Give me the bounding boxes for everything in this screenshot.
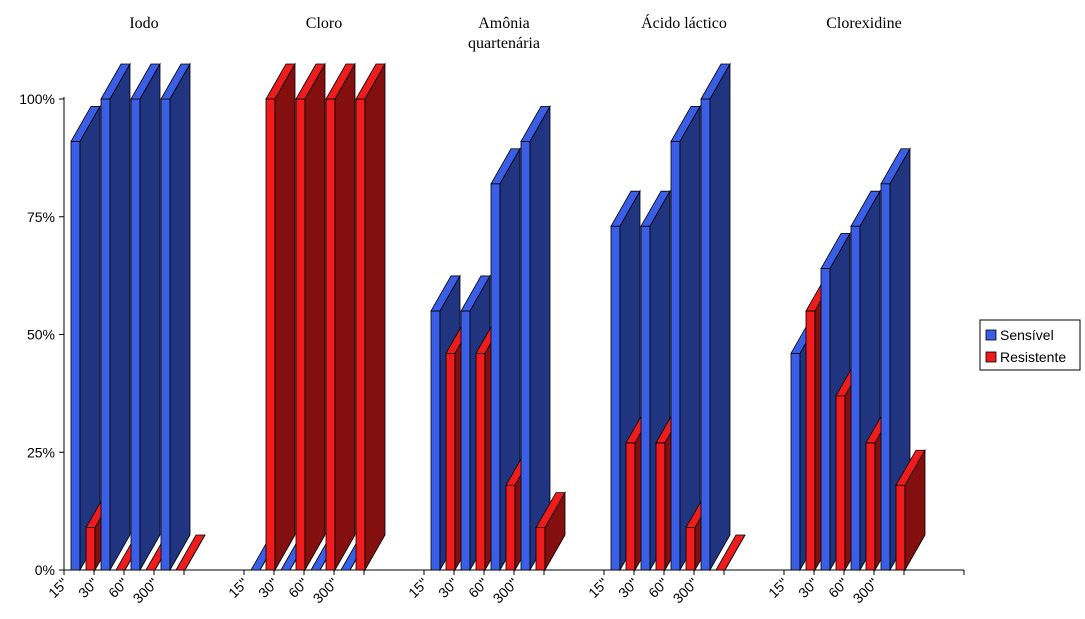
x-tick-label: 300'': [310, 575, 342, 607]
x-tick-label: 15'': [45, 575, 71, 601]
bar-sensivel-front: [520, 140, 531, 571]
bar-sensivel-side: [679, 104, 701, 572]
bar-sensivel-front: [670, 140, 681, 571]
group-title: Clorexidine: [826, 15, 902, 32]
group-title: Cloro: [306, 15, 342, 32]
bars-layer: [70, 62, 926, 572]
bar-resistente-front: [355, 98, 366, 571]
bar-resistente-front: [535, 527, 546, 571]
x-tick-label: 300'': [670, 575, 702, 607]
x-tick-label: 60'': [645, 575, 671, 601]
y-tick-label: 25%: [27, 444, 55, 460]
x-tick-label: 300'': [490, 575, 522, 607]
bar-resistente-front: [895, 484, 906, 571]
bar-resistente-front: [295, 98, 306, 571]
bar-resistente-front: [505, 484, 516, 571]
bar-sensivel-front: [610, 225, 621, 571]
bar-sensivel-front: [820, 268, 831, 571]
bar-resistente-side: [304, 62, 326, 572]
bar-resistente-front: [445, 352, 456, 571]
x-tick-label: 15'': [585, 575, 611, 601]
legend-box: [979, 319, 1081, 371]
bar-resistente-front: [835, 395, 846, 571]
bar-resistente-front: [325, 98, 336, 571]
legend-label: Resistente: [1000, 349, 1066, 365]
bar-resistente-front: [685, 527, 696, 571]
bar-sensivel-front: [880, 183, 891, 571]
bar-sensivel-front: [130, 98, 141, 571]
group-title: Ácido láctico: [641, 13, 727, 32]
x-tick-label: 15'': [225, 575, 251, 601]
bar-resistente-side: [904, 448, 926, 572]
bar-sensivel-front: [640, 225, 651, 571]
x-tick-label: 300'': [850, 575, 882, 607]
bar-resistente-side: [724, 534, 746, 571]
x-tick-label: 15'': [405, 575, 431, 601]
x-tick-label: 15'': [765, 575, 791, 601]
x-tick-label: 60'': [465, 575, 491, 601]
bar-sensivel-side: [529, 104, 551, 572]
legend-swatch: [985, 351, 997, 363]
bar-sensivel-front: [790, 352, 801, 571]
x-tick-label: 30'': [435, 575, 461, 601]
x-tick-label: 30'': [615, 575, 641, 601]
bar-resistente-front: [805, 310, 816, 571]
bar-resistente-side: [274, 62, 296, 572]
bar-resistente-front: [625, 442, 636, 571]
group-title: Iodo: [129, 15, 158, 32]
y-tick-label: 75%: [27, 209, 55, 225]
x-tick-label: 300'': [130, 575, 162, 607]
legend-swatch: [985, 329, 997, 341]
bar-resistente-front: [265, 98, 276, 571]
bar-resistente-front: [655, 442, 666, 571]
bar-resistente-front: [85, 527, 96, 571]
bar-sensivel-side: [139, 62, 161, 572]
group-titles: Iodo Cloro Amônia quartenária Ácido láctico C…: [129, 13, 901, 52]
bar-resistente-side: [364, 62, 386, 572]
legend-label: Sensível: [1000, 327, 1054, 343]
y-tick-label: 100%: [19, 91, 55, 107]
bar-sensivel-front: [700, 98, 711, 571]
x-tick-label: 30'': [255, 575, 281, 601]
bar-resistente-front: [865, 442, 876, 571]
x-tick-label: 60'': [285, 575, 311, 601]
y-tick-label: 0%: [35, 562, 55, 578]
bar-sensivel-front: [70, 140, 81, 571]
group-title: quartenária: [468, 35, 540, 52]
bar-sensivel-side: [169, 62, 191, 572]
bar-sensivel-side: [79, 104, 101, 572]
bar-resistente-side: [544, 491, 566, 572]
bar-resistente-side: [334, 62, 356, 572]
group-title: Amônia: [478, 15, 530, 32]
bar-sensivel-front: [160, 98, 171, 571]
legend: Sensível Resistente: [979, 319, 1081, 371]
x-tick-label: 60'': [105, 575, 131, 601]
bar-sensivel-front: [100, 98, 111, 571]
bar-sensivel-front: [430, 310, 441, 571]
x-tick-label: 30'': [795, 575, 821, 601]
bar-sensivel-front: [850, 225, 861, 571]
bar-resistente-side: [184, 534, 206, 571]
bar-resistente-front: [475, 352, 486, 571]
bar-sensivel-front: [460, 310, 471, 571]
y-tick-label: 50%: [27, 327, 55, 343]
bar-sensivel-side: [709, 62, 731, 572]
x-tick-label: 60'': [825, 575, 851, 601]
bar-sensivel-front: [490, 183, 501, 571]
x-tick-label: 30'': [75, 575, 101, 601]
bar-sensivel-side: [109, 62, 131, 572]
